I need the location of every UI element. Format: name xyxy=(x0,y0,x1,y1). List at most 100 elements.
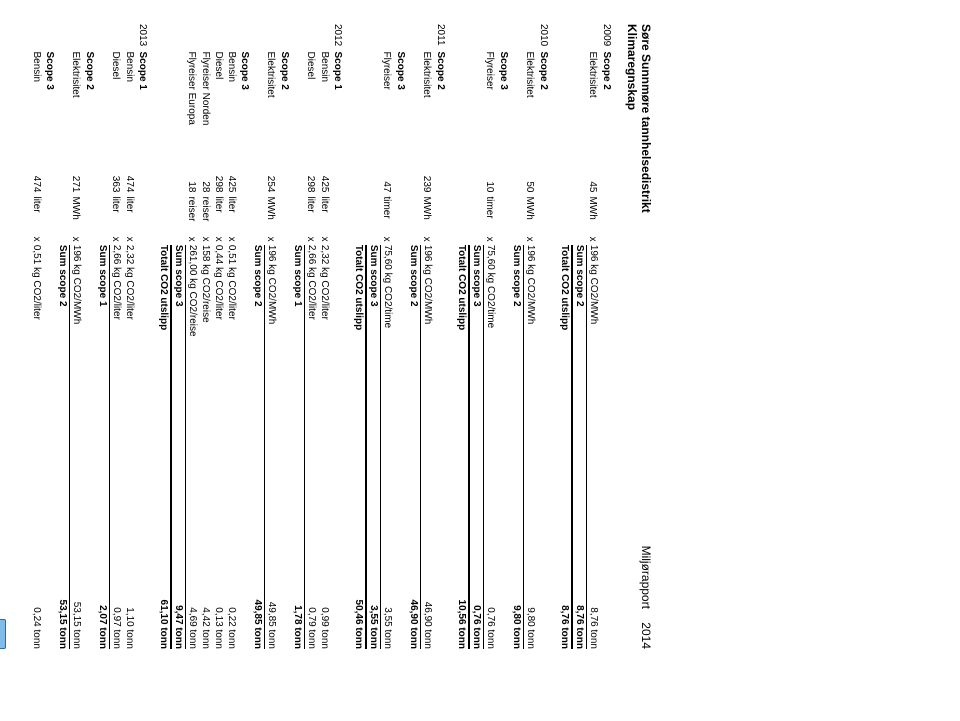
sum-label: Sum scope 3 xyxy=(171,245,186,342)
result-unit: tonn xyxy=(422,630,433,649)
item-unit: liter xyxy=(225,196,238,233)
result-unit: tonn xyxy=(71,630,82,649)
item-label: Elektrisitet xyxy=(524,52,538,164)
item-factor: 75,60 xyxy=(485,245,496,270)
total-label: Totalt CO2 utslipp xyxy=(352,245,366,342)
item-result: 0,22 xyxy=(226,607,237,626)
brand-logo: Miljøfyrtårn xyxy=(0,564,6,649)
result-cell: 0,79 tonn xyxy=(305,342,319,649)
item-label: Elektrisitet xyxy=(587,52,601,164)
total-value: 50,46 xyxy=(353,600,364,625)
item-unit: liter xyxy=(30,196,43,233)
item-result: 3,55 xyxy=(382,607,393,626)
item-label: Flyreiser xyxy=(381,52,395,164)
item-factor-unit: kg CO2/time xyxy=(382,273,393,329)
result-unit: tonn xyxy=(266,630,277,649)
result-cell: 8,76 tonn xyxy=(587,342,601,649)
item-amount: 425 xyxy=(318,164,331,197)
sum-cell: 0,76 tonn xyxy=(469,342,484,649)
factor-cell: 75,60 kg CO2/time xyxy=(381,245,395,342)
total-value: 8,76 xyxy=(559,605,570,624)
times-icon: x xyxy=(318,233,331,244)
sum-label: Sum scope 1 xyxy=(96,245,110,342)
times-icon: x xyxy=(30,233,43,244)
scope-title: Scope 3 xyxy=(394,52,407,164)
total-label: Totalt CO2 utslipp xyxy=(558,245,572,342)
sum-cell: 1,78 tonn xyxy=(291,342,305,649)
result-cell: 0,97 tonn xyxy=(110,342,124,649)
result-unit: tonn xyxy=(31,630,42,649)
times-icon: x xyxy=(421,233,435,244)
item-label: Flyreiser Norden xyxy=(199,52,212,164)
item-amount: 363 xyxy=(110,164,124,197)
item-label: Bensin xyxy=(123,52,136,164)
sum-label: Sum scope 2 xyxy=(251,245,265,342)
total-cell: 50,46 tonn xyxy=(352,342,366,649)
sum-label: Sum scope 2 xyxy=(510,245,524,342)
factor-cell: 75,60 kg CO2/time xyxy=(484,245,498,342)
item-result: 8,76 xyxy=(588,607,599,626)
sum-label: Sum scope 2 xyxy=(56,245,70,342)
item-factor: 196 xyxy=(588,245,599,262)
item-result: 0,13 xyxy=(213,607,224,626)
item-factor: 75,60 xyxy=(382,245,393,270)
item-label: Flyreiser xyxy=(484,52,498,164)
sum-cell: 8,76 tonn xyxy=(572,342,587,649)
sum-cell: 49,85 tonn xyxy=(251,342,265,649)
item-factor-unit: kg CO2/liter xyxy=(111,267,122,320)
sum-unit: tonn xyxy=(408,627,419,649)
item-result: 49,85 xyxy=(266,602,277,627)
sum-value: 49,85 xyxy=(252,600,263,625)
result-unit: tonn xyxy=(111,630,122,649)
item-result: 9,80 xyxy=(525,607,536,626)
item-unit: reiser xyxy=(186,196,200,233)
item-factor-unit: kg CO2/MWh xyxy=(422,264,433,324)
sum-label: Sum scope 3 xyxy=(469,245,484,342)
sum-label: Sum scope 2 xyxy=(572,245,587,342)
item-amount: 28 xyxy=(199,164,212,197)
result-unit: tonn xyxy=(226,630,237,649)
sum-value: 9,80 xyxy=(511,605,522,624)
item-amount: 18 xyxy=(186,164,200,197)
item-unit: liter xyxy=(305,196,319,233)
item-amount: 271 xyxy=(70,164,84,197)
item-factor-unit: kg CO2/liter xyxy=(31,267,42,320)
sum-cell: 46,90 tonn xyxy=(407,342,421,649)
item-result: 0,24 xyxy=(31,607,42,626)
section-title: Klimaregnskap xyxy=(625,24,639,213)
entity-name: Søre Sunnmøre tannhelsedistrikt xyxy=(639,24,653,213)
item-result: 4,42 xyxy=(200,607,211,626)
sum-value: 1,78 xyxy=(292,605,303,624)
result-unit: tonn xyxy=(319,630,330,649)
item-factor: 158 xyxy=(200,245,211,262)
item-factor-unit: kg CO2/MWh xyxy=(266,264,277,324)
sum-cell: 9,47 tonn xyxy=(171,342,186,649)
scope-title: Scope 3 xyxy=(497,52,510,164)
brand-mark-icon xyxy=(0,619,6,649)
scope-title: Scope 3 xyxy=(43,52,56,164)
times-icon: x xyxy=(199,233,212,244)
item-factor-unit: kg CO2/reise xyxy=(187,278,198,336)
item-result: 53,15 xyxy=(71,602,82,627)
item-factor: 0,51 xyxy=(226,245,237,264)
sum-unit: tonn xyxy=(368,627,379,649)
item-amount: 474 xyxy=(123,164,136,197)
sum-unit: tonn xyxy=(574,627,585,649)
item-factor: 2,66 xyxy=(111,245,122,264)
result-cell: 3,55 tonn xyxy=(381,342,395,649)
item-factor: 196 xyxy=(266,245,277,262)
item-factor-unit: kg CO2/time xyxy=(485,273,496,329)
factor-cell: 261,00 kg CO2/reise xyxy=(186,245,200,342)
times-icon: x xyxy=(186,233,200,244)
item-unit: MWh xyxy=(587,196,601,233)
item-result: 0,76 xyxy=(485,607,496,626)
item-label: Elektrisitet xyxy=(421,52,435,164)
factor-cell: 2,32 kg CO2/liter xyxy=(318,245,331,342)
year-label: 2009 xyxy=(600,24,613,52)
times-icon: x xyxy=(524,233,538,244)
year-label: 2013 xyxy=(136,24,149,52)
result-cell: 53,15 tonn xyxy=(70,342,84,649)
item-label: Diesel xyxy=(110,52,124,164)
item-factor-unit: kg CO2/liter xyxy=(306,267,317,320)
times-icon: x xyxy=(265,233,279,244)
